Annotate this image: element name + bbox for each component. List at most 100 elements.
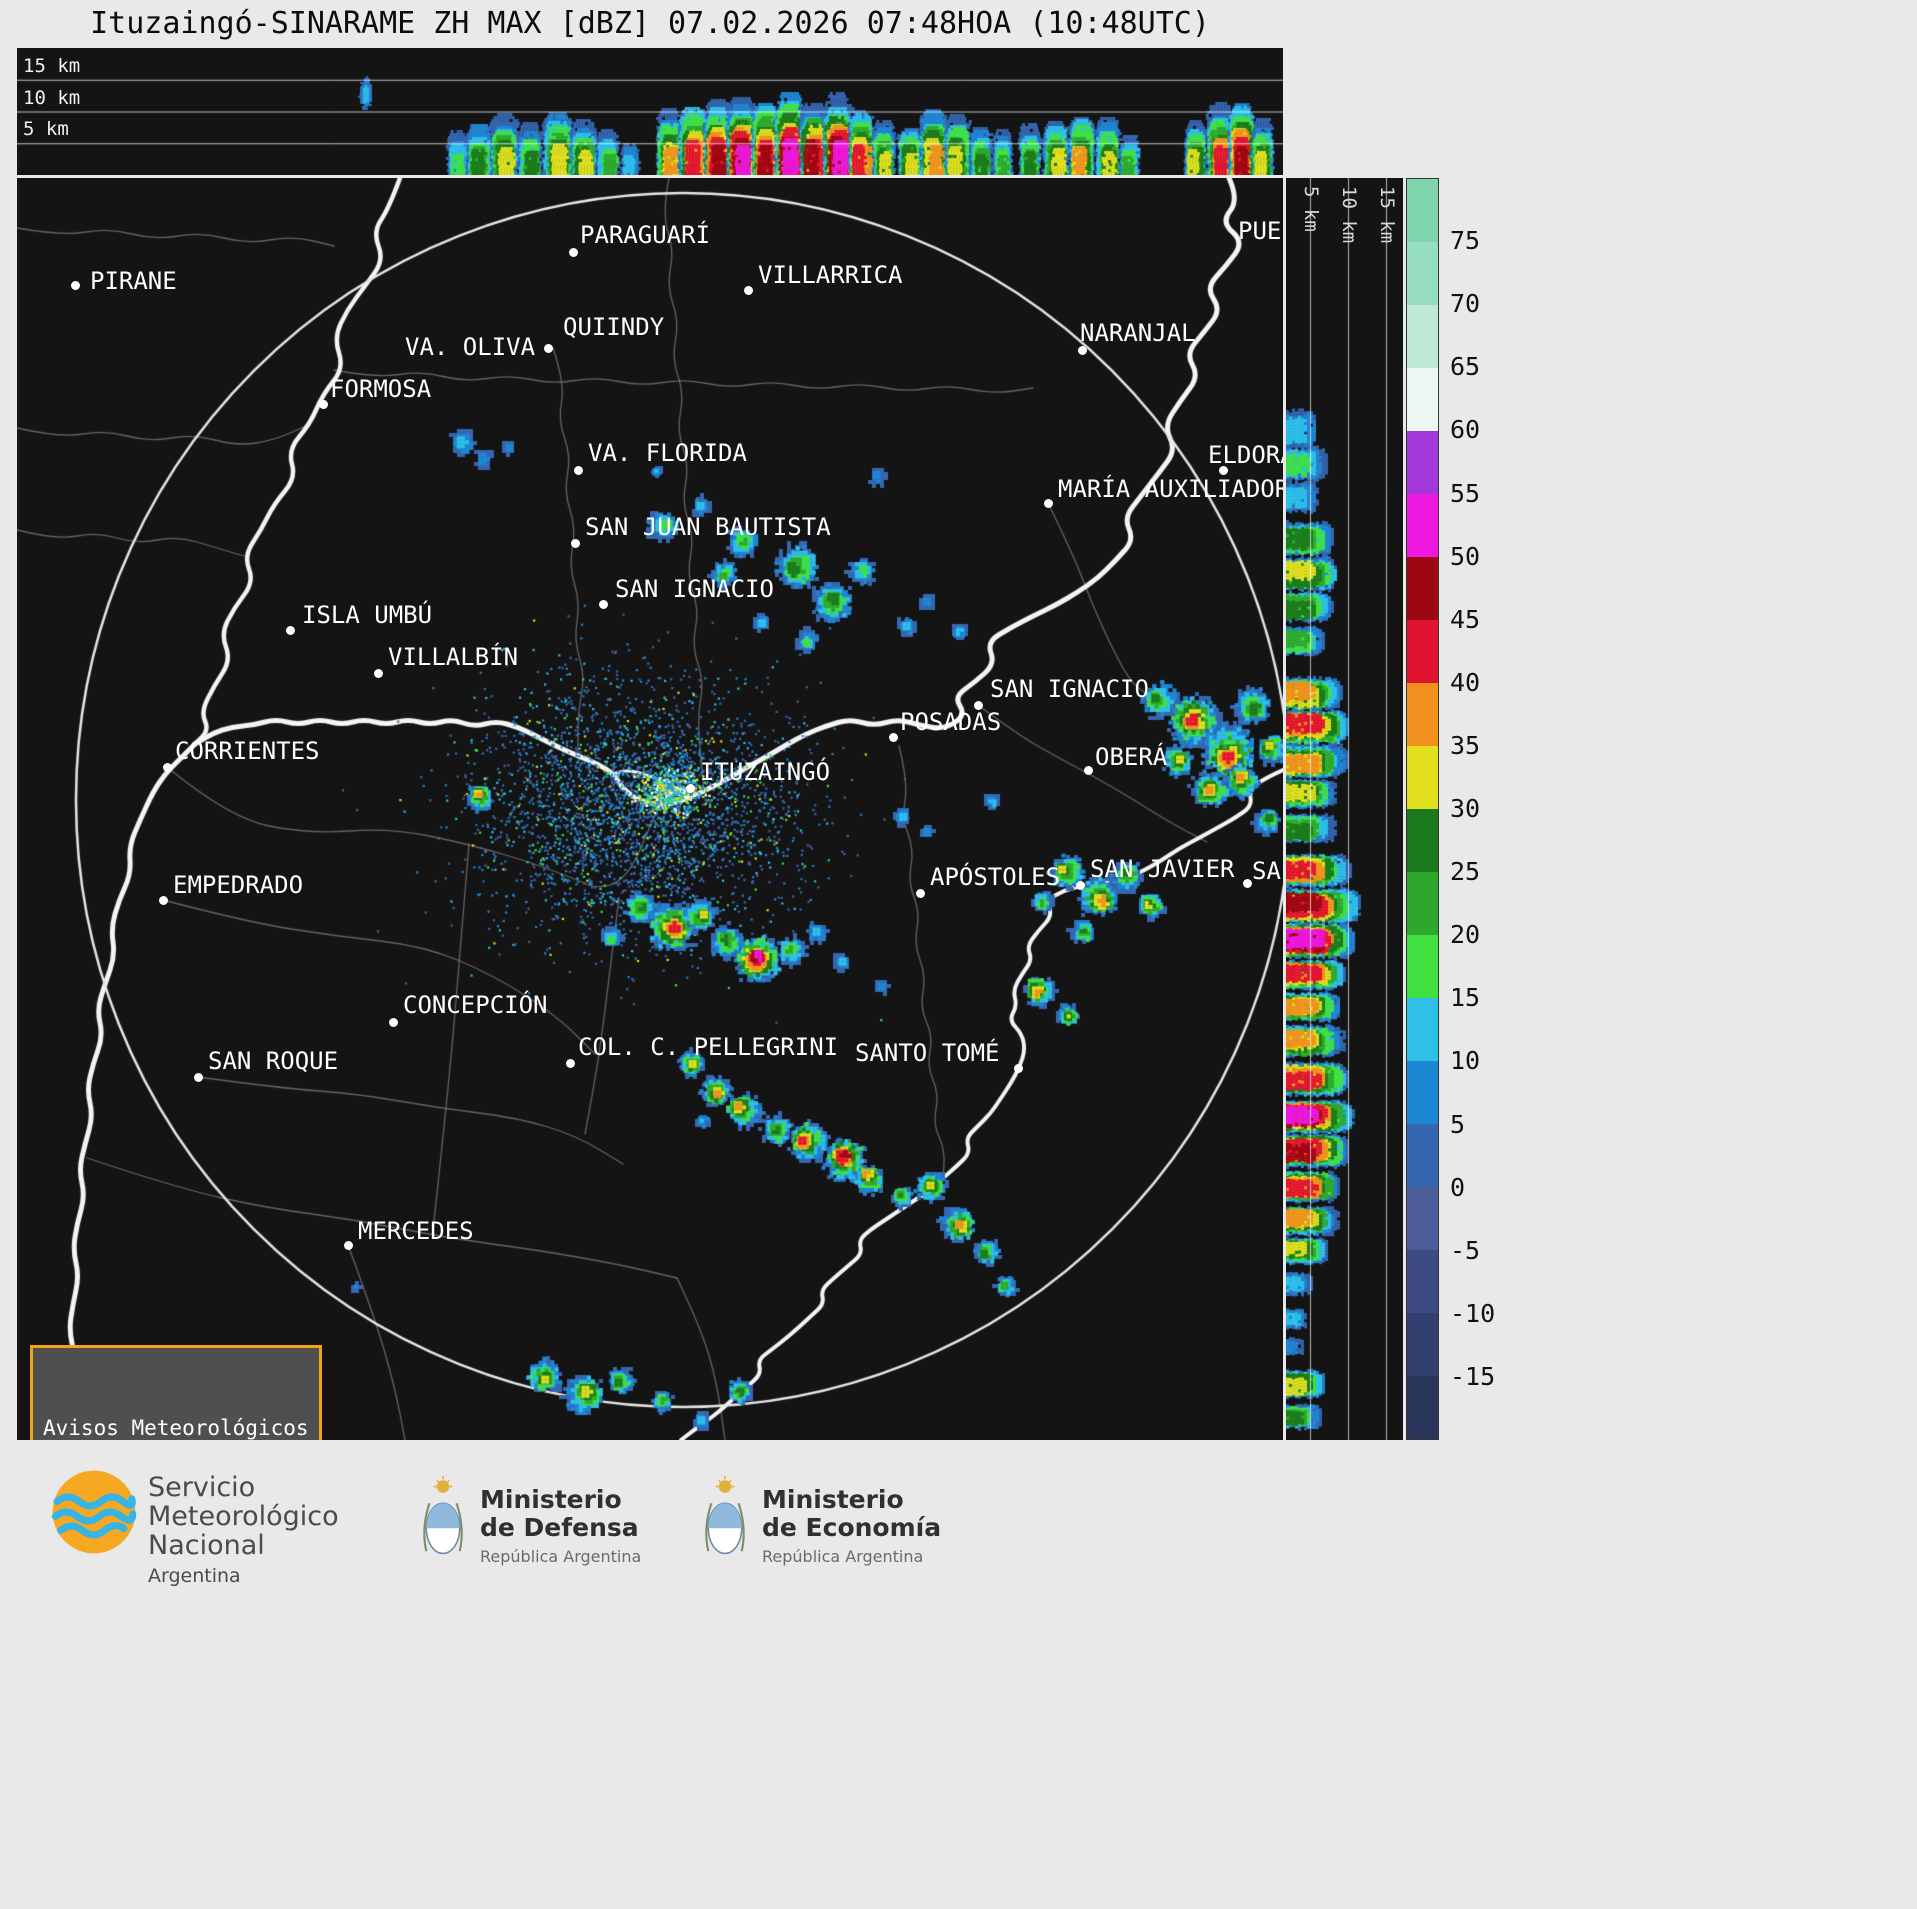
city-label: SAN JUAN BAUTISTA (585, 513, 831, 541)
colorbar-labels: 75 70 65 60 55 50 45 40 35 30 25 20 15 10 5 0 -5 -10 -15 (1450, 178, 1540, 1440)
colorbar-segment (1407, 494, 1438, 557)
height-axis-label: 15 km (23, 54, 81, 77)
city-dot (71, 281, 80, 290)
smn-line: Servicio (148, 1472, 256, 1503)
city-dot (1014, 1064, 1023, 1073)
height-axis-label: 10 km (1338, 186, 1360, 244)
top-profile-canvas (17, 48, 1283, 175)
city-dot (1078, 346, 1087, 355)
city-dot (1219, 466, 1228, 475)
colorbar-segment (1407, 557, 1438, 620)
city-dot (544, 344, 553, 353)
city-dot (744, 286, 753, 295)
economia-crest-icon (705, 1476, 745, 1555)
colorbar-segment (1407, 620, 1438, 683)
city-dot (916, 889, 925, 898)
defensa-crest-icon (423, 1476, 463, 1555)
colorbar-tick-label: 35 (1450, 730, 1481, 760)
smn-logo (51, 1470, 137, 1554)
city-dot (574, 466, 583, 475)
colorbar-tick-label: 10 (1450, 1046, 1481, 1076)
height-axis-label: 15 km (1376, 186, 1398, 244)
radar-map-panel: Avisos Meteorológicos a Muy Corto Plazo … (17, 178, 1283, 1440)
city-dot (286, 626, 295, 635)
city-label: COL. C. PELLEGRINI (578, 1033, 839, 1061)
city-label: NARANJAL (1080, 319, 1196, 347)
city-label: QUIINDY (563, 313, 665, 341)
colorbar-segment (1407, 746, 1438, 809)
city-dot (1044, 499, 1053, 508)
city-label: POSADAS (900, 708, 1002, 736)
height-axis-label: 5 km (1300, 186, 1322, 232)
city-label: SAN IGNACIO (990, 675, 1149, 703)
colorbar-segment (1407, 683, 1438, 746)
colorbar-tick-label: 25 (1450, 857, 1481, 887)
smn-country: Argentina (148, 1564, 241, 1587)
colorbar-segment (1407, 368, 1438, 431)
colorbar-segment (1407, 1124, 1438, 1187)
city-label: ISLA UMBÚ (302, 601, 433, 629)
city-dot (1076, 881, 1085, 890)
colorbar-tick-label: 55 (1450, 478, 1481, 508)
colorbar-segment (1407, 1250, 1438, 1313)
city-label: PIRANE (90, 267, 177, 295)
city-label: CONCEPCIÓN (403, 991, 548, 1019)
city-dot (389, 1018, 398, 1027)
colorbar-segment (1407, 179, 1438, 242)
city-dot (344, 1241, 353, 1250)
city-dot (194, 1073, 203, 1082)
colorbar-tick-label: 70 (1450, 289, 1481, 319)
colorbar-tick-label: -15 (1450, 1361, 1496, 1391)
city-label: SAN IGNACIO (615, 575, 774, 603)
warning-line: Avisos Meteorológicos (43, 1415, 309, 1440)
ministry-line: Ministerio (762, 1485, 904, 1514)
colorbar-tick-label: -5 (1450, 1235, 1481, 1265)
colorbar-segment (1407, 1376, 1438, 1439)
colorbar-tick-label: 20 (1450, 920, 1481, 950)
warning-box: Avisos Meteorológicos a Muy Corto Plazo (30, 1345, 322, 1440)
colorbar-tick-label: 45 (1450, 604, 1481, 634)
colorbar-tick-label: 5 (1450, 1109, 1466, 1139)
city-label: MERCEDES (358, 1217, 474, 1245)
city-dot (163, 763, 172, 772)
colorbar-segment (1407, 242, 1438, 305)
smn-wordmark: Servicio Meteorológico Nacional Argentin… (148, 1472, 339, 1587)
economia-wordmark: Ministerio de Economía República Argenti… (762, 1486, 941, 1566)
colorbar-tick-label: 15 (1450, 983, 1481, 1013)
city-label: MARÍA AUXILIADORA (1058, 475, 1283, 503)
city-dot (686, 784, 695, 793)
city-label: ITUZAINGÓ (700, 758, 831, 786)
city-dot (159, 896, 168, 905)
city-dot (319, 400, 328, 409)
city-dot (889, 733, 898, 742)
colorbar-tick-label: 75 (1450, 226, 1481, 256)
city-label: SAI (1252, 857, 1283, 885)
city-label: SAN ROQUE (208, 1047, 339, 1075)
colorbar-segment (1407, 1187, 1438, 1250)
colorbar-tick-label: -10 (1450, 1298, 1496, 1328)
city-label: VILLARRICA (758, 261, 903, 289)
radar-map-canvas (17, 178, 1283, 1440)
city-label: VA. OLIVA (405, 333, 536, 361)
right-profile-canvas (1286, 178, 1403, 1440)
city-label: SANTO TOMÉ (855, 1039, 1000, 1067)
city-dot (599, 600, 608, 609)
defensa-wordmark: Ministerio de Defensa República Argentin… (480, 1486, 641, 1566)
colorbar-segment (1407, 1313, 1438, 1376)
city-label: EMPEDRADO (173, 871, 304, 899)
city-label: PARAGUARÍ (580, 221, 711, 249)
ministry-line: Ministerio (480, 1485, 622, 1514)
city-label: PUERTO RICO (1238, 217, 1283, 245)
colorbar-tick-label: 30 (1450, 794, 1481, 823)
colorbar-segment (1407, 872, 1438, 935)
colorbar (1406, 178, 1439, 1440)
ministry-line: de Economía (762, 1513, 942, 1542)
colorbar-segment (1407, 809, 1438, 872)
city-label: APÓSTOLES (930, 863, 1061, 891)
city-label: VA. FLORIDA (588, 439, 747, 467)
city-label: SAN JAVIER (1090, 855, 1235, 883)
colorbar-tick-label: 60 (1450, 415, 1481, 445)
ministry-line: de Defensa (480, 1513, 639, 1542)
colorbar-tick-label: 40 (1450, 667, 1481, 697)
city-dot (1084, 766, 1093, 775)
